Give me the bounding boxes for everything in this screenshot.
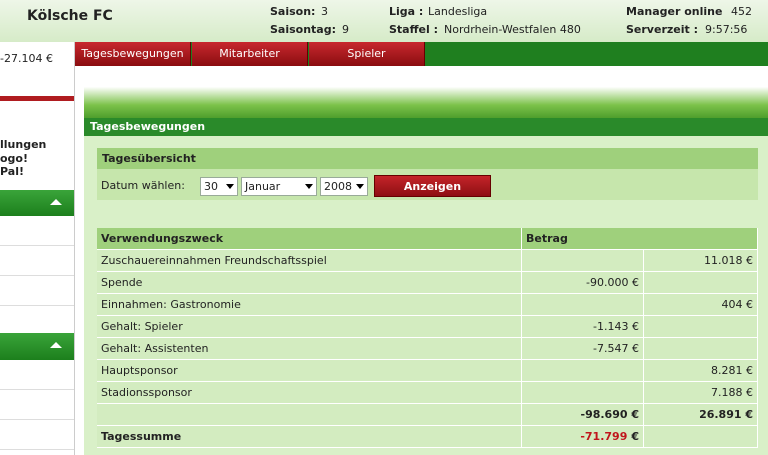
income bbox=[644, 316, 758, 338]
sum: -71.799 € bbox=[522, 426, 644, 448]
income: 404 € bbox=[644, 294, 758, 316]
income: 8.281 € bbox=[644, 360, 758, 382]
menu-item[interactable] bbox=[0, 246, 74, 276]
row-label: Zuschauereinnahmen Freundschaftsspiel bbox=[97, 250, 522, 272]
tab[interactable]: Tagesbewegungen bbox=[75, 42, 191, 66]
label: Staffel : bbox=[389, 23, 438, 36]
box-title: Tagesübersicht bbox=[97, 148, 758, 169]
value: Nordrhein-Westfalen 480 bbox=[444, 23, 581, 36]
day-select[interactable]: 30 bbox=[200, 177, 238, 196]
sidebar-text: llungen bbox=[0, 138, 47, 151]
label: Datum wählen: bbox=[101, 179, 185, 192]
expense bbox=[522, 250, 644, 272]
expense bbox=[522, 382, 644, 404]
menu-item[interactable] bbox=[0, 420, 74, 450]
row-label: Spende bbox=[97, 272, 522, 294]
year-select[interactable]: 2008 bbox=[320, 177, 368, 196]
show-button[interactable]: Anzeigen bbox=[374, 175, 491, 197]
menu-item[interactable] bbox=[0, 390, 74, 420]
empty-cell bbox=[644, 426, 758, 448]
income: 7.188 € bbox=[644, 382, 758, 404]
menu-header[interactable] bbox=[0, 333, 74, 360]
row-label: Tagessumme bbox=[97, 426, 522, 448]
arrow bbox=[50, 199, 62, 205]
value: 9 bbox=[342, 23, 349, 36]
label: Liga : bbox=[389, 5, 424, 18]
value: 452 bbox=[731, 5, 752, 18]
sidebar-text: Pal! bbox=[0, 165, 24, 178]
content: Tagesbewegungen Tagesübersicht Datum wäh… bbox=[84, 118, 768, 455]
table: Verwendungszweck Betrag Zuschauereinnahmen… bbox=[97, 228, 758, 448]
label: Manager online bbox=[626, 5, 723, 18]
club-name: Kölsche FC bbox=[27, 8, 113, 24]
top-bar: Kölsche FC Saison: 3 Saisontag: 9 Liga :… bbox=[0, 0, 768, 42]
expense: -1.143 € bbox=[522, 316, 644, 338]
menu-header[interactable] bbox=[0, 190, 74, 216]
income: 11.018 € bbox=[644, 250, 758, 272]
value: 3 bbox=[321, 5, 328, 18]
income bbox=[644, 338, 758, 360]
value: 9:57:56 bbox=[705, 23, 748, 36]
value: Landesliga bbox=[428, 5, 488, 18]
row-label: Gehalt: Spieler bbox=[97, 316, 522, 338]
row-label bbox=[97, 404, 522, 426]
grass bbox=[84, 66, 768, 118]
menu-item[interactable] bbox=[0, 216, 74, 246]
row-label: Einnahmen: Gastronomie bbox=[97, 294, 522, 316]
arrow bbox=[50, 342, 62, 348]
column-header: Betrag bbox=[522, 228, 758, 250]
menu-item[interactable] bbox=[0, 360, 74, 390]
sidebar: -27.104 € llungen ogo! Pal! bbox=[0, 42, 75, 455]
menu-item[interactable] bbox=[0, 276, 74, 306]
tab[interactable]: Mitarbeiter bbox=[192, 42, 308, 66]
section-title: Tagesbewegungen bbox=[90, 120, 206, 133]
label: Saisontag: bbox=[270, 23, 337, 36]
income bbox=[644, 272, 758, 294]
overview-box: Tagesübersicht Datum wählen: 30 Januar 2… bbox=[97, 148, 758, 200]
row-label: Hauptsponsor bbox=[97, 360, 522, 382]
row-label: Gehalt: Assistenten bbox=[97, 338, 522, 360]
label: Saison: bbox=[270, 5, 316, 18]
expense bbox=[522, 360, 644, 382]
tab[interactable]: Spieler bbox=[309, 42, 425, 66]
tab-bar: Tagesbewegungen Mitarbeiter Spieler bbox=[75, 42, 768, 66]
balance: -27.104 € bbox=[0, 52, 53, 65]
sum-amount: -71.799 bbox=[580, 430, 628, 443]
month-select[interactable]: Januar bbox=[241, 177, 317, 196]
row-label: Stadionssponsor bbox=[97, 382, 522, 404]
separator bbox=[0, 96, 74, 101]
section-header: Tagesbewegungen bbox=[84, 118, 768, 136]
expense: -98.690 € bbox=[522, 404, 644, 426]
income: 26.891 € bbox=[644, 404, 758, 426]
label: Serverzeit : bbox=[626, 23, 698, 36]
column-header: Verwendungszweck bbox=[97, 228, 522, 250]
expense: -90.000 € bbox=[522, 272, 644, 294]
sidebar-text: ogo! bbox=[0, 152, 29, 165]
currency: € bbox=[631, 430, 639, 443]
expense: -7.547 € bbox=[522, 338, 644, 360]
expense bbox=[522, 294, 644, 316]
